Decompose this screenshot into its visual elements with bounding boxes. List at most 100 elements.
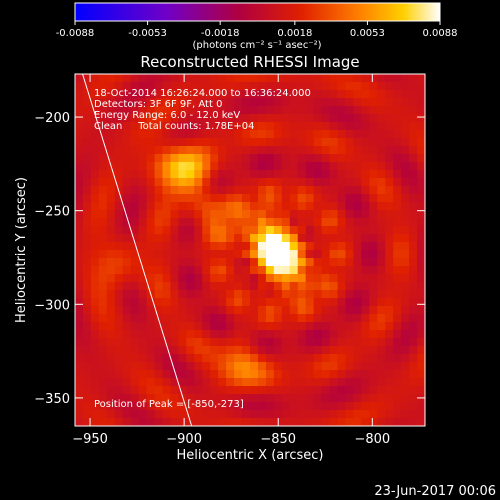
heatmap-cell [385,282,394,291]
heatmap-cell [337,74,346,83]
heatmap-cell [122,322,132,331]
heatmap-cell [313,322,322,331]
heatmap-cell [130,418,140,426]
heatmap-cell [122,298,132,307]
heatmap-cell [345,282,354,291]
heatmap-cell [281,346,291,355]
heatmap-cell [114,234,124,243]
heatmap-cell [409,370,418,379]
heatmap-cell [289,74,299,83]
heatmap-cell [297,410,307,419]
heatmap-cell [273,106,283,115]
heatmap-cell [154,394,163,403]
heatmap-cell [122,178,132,187]
heatmap-cell [273,154,283,163]
heatmap-cell [361,290,370,299]
heatmap-cell [210,378,219,387]
heatmap-cell [186,330,195,339]
heatmap-cell [170,282,179,291]
heatmap-cell [186,362,195,371]
heatmap-cell [265,266,275,275]
heatmap-cell [393,242,402,251]
heatmap-cell [114,378,124,387]
heatmap-cell [146,162,155,171]
heatmap-cell [369,178,378,187]
heatmap-cell [377,122,386,131]
heatmap-cell [202,178,211,187]
heatmap-cell [353,242,362,251]
heatmap-cell [130,194,140,203]
heatmap-cell [273,186,283,195]
heatmap-cell [210,314,219,323]
heatmap-cell [377,106,386,115]
heatmap-cell [162,218,171,227]
heatmap-cell [329,234,338,243]
heatmap-cell [385,314,394,323]
heatmap-cell [250,202,259,211]
heatmap-cell [234,378,243,387]
heatmap-cell [273,346,283,355]
heatmap-cell [313,410,322,419]
heatmap-cell [265,338,275,347]
heatmap-cell [130,210,140,219]
heatmap-cell [194,210,203,219]
heatmap-cell [393,354,402,363]
heatmap-cell [369,362,378,371]
heatmap-cell [218,114,227,123]
heatmap-cell [250,402,259,411]
heatmap-cell [337,106,346,115]
heatmap-cell [297,218,307,227]
heatmap-cell [417,234,425,243]
heatmap-cell [90,410,100,419]
heatmap-cell [265,402,275,411]
heatmap-cell [82,162,92,171]
heatmap-cell [154,354,163,363]
heatmap-cell [186,322,195,331]
heatmap-cell [401,370,410,379]
heatmap-cell [369,114,378,123]
heatmap-cell [178,314,187,323]
heatmap-cell [114,202,124,211]
heatmap-cell [250,218,259,227]
heatmap-cell [75,314,84,323]
heatmap-cell [250,290,259,299]
heatmap-cell [90,218,100,227]
heatmap-cell [202,194,211,203]
heatmap-cell [178,322,187,331]
heatmap-cell [202,90,211,99]
heatmap-cell [361,106,370,115]
heatmap-cell [194,146,203,155]
heatmap-cell [265,74,275,83]
heatmap-cell [106,370,116,379]
heatmap-cell [202,106,211,115]
y-axis-title: Heliocentric Y (arcsec) [14,177,29,323]
heatmap-cell [353,378,362,387]
heatmap-cell [202,354,211,363]
heatmap-cell [250,354,259,363]
heatmap-cell [281,74,291,83]
heatmap-cell [297,154,307,163]
heatmap-cell [281,154,291,163]
heatmap-cell [361,346,370,355]
heatmap-cell [353,282,362,291]
heatmap-cell [114,410,124,419]
heatmap-cell [194,418,203,426]
heatmap-cell [305,266,315,275]
heatmap-cell [178,418,187,426]
heatmap-cell [146,370,155,379]
heatmap-cell [250,362,259,371]
heatmap-cell [138,202,147,211]
x-tick-label: −950 [72,432,108,447]
heatmap-cell [401,282,410,291]
heatmap-cell [106,226,116,235]
heatmap-cell [202,386,211,395]
heatmap-cell [377,314,386,323]
heatmap-cell [353,386,362,395]
heatmap-cell [321,138,330,147]
heatmap-cell [170,82,179,91]
heatmap-cell [321,130,330,139]
heatmap-cell [385,226,394,235]
heatmap-cell [90,386,100,395]
x-tick-label: −850 [260,432,296,447]
heatmap-cell [82,194,92,203]
